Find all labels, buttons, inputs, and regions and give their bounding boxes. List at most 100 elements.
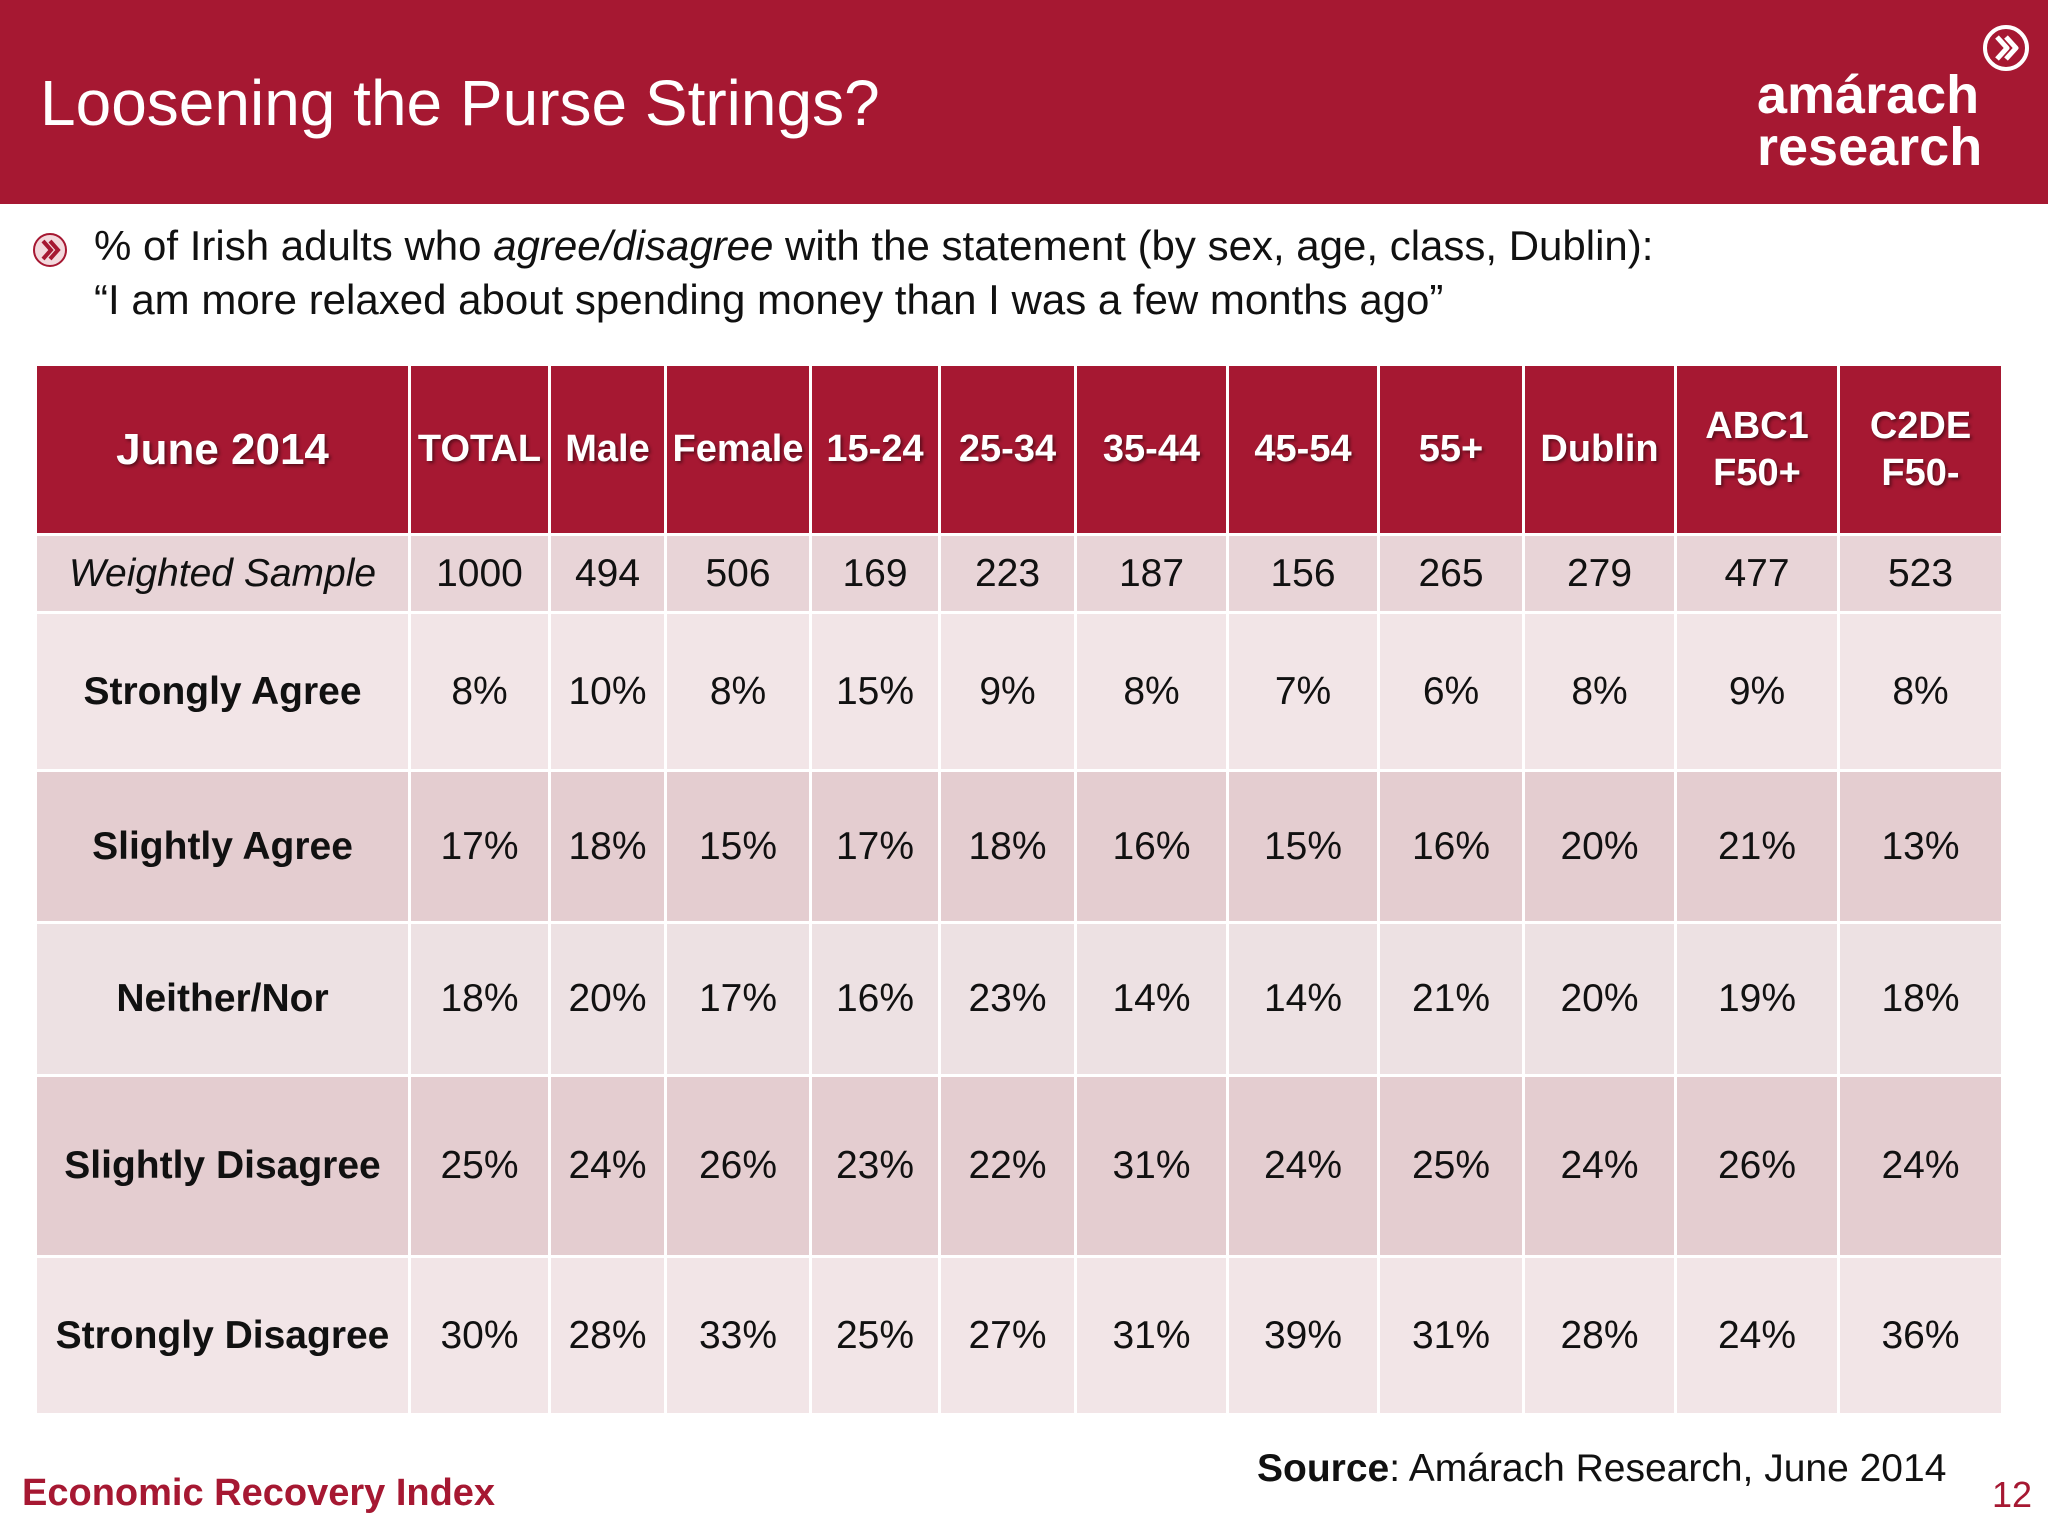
table-row-slightly-disagree: Slightly Disagree 25% 24% 26% 23% 22% 31… bbox=[34, 1074, 2004, 1258]
table-row-neither-nor: Neither/Nor 18% 20% 17% 16% 23% 14% 14% … bbox=[34, 921, 2004, 1077]
table-cell: 23% bbox=[938, 921, 1077, 1077]
logo-text-research: research bbox=[1757, 117, 1983, 177]
table-cell: 187 bbox=[1074, 533, 1229, 614]
table-cell: 28% bbox=[1522, 1255, 1677, 1416]
intro-statement: “I am more relaxed about spending money … bbox=[94, 276, 1444, 323]
table-cell: 16% bbox=[1377, 769, 1525, 924]
column-header: 45-54 bbox=[1226, 363, 1380, 536]
row-label: Slightly Agree bbox=[34, 769, 411, 924]
table-cell: 24% bbox=[1226, 1074, 1380, 1258]
table-cell: 26% bbox=[664, 1074, 812, 1258]
table-cell: 33% bbox=[664, 1255, 812, 1416]
column-header: Female bbox=[664, 363, 812, 536]
table-cell: 9% bbox=[1674, 611, 1840, 772]
table-cell: 36% bbox=[1837, 1255, 2004, 1416]
table-cell: 477 bbox=[1674, 533, 1840, 614]
column-header: Male bbox=[548, 363, 667, 536]
table-cell: 20% bbox=[1522, 921, 1677, 1077]
table-cell: 18% bbox=[548, 769, 667, 924]
table-cell: 506 bbox=[664, 533, 812, 614]
table-row-weighted-sample: Weighted Sample 1000 494 506 169 223 187… bbox=[34, 533, 2004, 614]
intro-emphasis: agree/disagree bbox=[493, 222, 774, 269]
column-header: 25-34 bbox=[938, 363, 1077, 536]
table-cell: 17% bbox=[408, 769, 551, 924]
column-header: 55+ bbox=[1377, 363, 1525, 536]
table-cell: 26% bbox=[1674, 1074, 1840, 1258]
slide-title: Loosening the Purse Strings? bbox=[40, 67, 880, 139]
table-cell: 14% bbox=[1226, 921, 1380, 1077]
table-cell: 25% bbox=[408, 1074, 551, 1258]
logo-text-amarach: amárach bbox=[1757, 65, 1980, 125]
intro-line-1: % of Irish adults who agree/disagree wit… bbox=[94, 222, 1654, 269]
table-cell: 19% bbox=[1674, 921, 1840, 1077]
table-cell: 6% bbox=[1377, 611, 1525, 772]
source-text: : Amárach Research, June 2014 bbox=[1389, 1447, 1947, 1490]
table-cell: 8% bbox=[1074, 611, 1229, 772]
table-cell: 16% bbox=[809, 921, 941, 1077]
source-label: Source bbox=[1257, 1447, 1390, 1490]
header-row: June 2014 TOTAL Male Female 15-24 25-34 … bbox=[34, 363, 2004, 536]
table-cell: 23% bbox=[809, 1074, 941, 1258]
table-cell: 18% bbox=[408, 921, 551, 1077]
table-cell: 16% bbox=[1074, 769, 1229, 924]
table-cell: 24% bbox=[1522, 1074, 1677, 1258]
table-cell: 8% bbox=[664, 611, 812, 772]
table-cell: 24% bbox=[548, 1074, 667, 1258]
table-cell: 24% bbox=[1837, 1074, 2004, 1258]
results-table: June 2014 TOTAL Male Female 15-24 25-34 … bbox=[34, 363, 2004, 1416]
table-cell: 265 bbox=[1377, 533, 1525, 614]
table-row-strongly-disagree: Strongly Disagree 30% 28% 33% 25% 27% 31… bbox=[34, 1255, 2004, 1416]
column-header: C2DE F50- bbox=[1837, 363, 2004, 536]
row-label: Weighted Sample bbox=[34, 533, 411, 614]
column-header: ABC1 F50+ bbox=[1674, 363, 1840, 536]
row-label: Neither/Nor bbox=[34, 921, 411, 1077]
table-cell: 1000 bbox=[408, 533, 551, 614]
table-cell: 24% bbox=[1674, 1255, 1840, 1416]
title-bar: Loosening the Purse Strings? amárach res… bbox=[0, 0, 2048, 204]
table-cell: 13% bbox=[1837, 769, 2004, 924]
table-cell: 15% bbox=[664, 769, 812, 924]
table-cell: 22% bbox=[938, 1074, 1077, 1258]
table-row-slightly-agree: Slightly Agree 17% 18% 15% 17% 18% 16% 1… bbox=[34, 769, 2004, 924]
table-cell: 9% bbox=[938, 611, 1077, 772]
table-cell: 523 bbox=[1837, 533, 2004, 614]
column-header: 15-24 bbox=[809, 363, 941, 536]
table-cell: 279 bbox=[1522, 533, 1677, 614]
table-cell: 17% bbox=[809, 769, 941, 924]
table-cell: 25% bbox=[809, 1255, 941, 1416]
row-label: Strongly Disagree bbox=[34, 1255, 411, 1416]
table-cell: 28% bbox=[548, 1255, 667, 1416]
table-cell: 39% bbox=[1226, 1255, 1380, 1416]
table-cell: 20% bbox=[1522, 769, 1677, 924]
table-cell: 14% bbox=[1074, 921, 1229, 1077]
table-cell: 31% bbox=[1074, 1255, 1229, 1416]
table-cell: 223 bbox=[938, 533, 1077, 614]
table-cell: 18% bbox=[938, 769, 1077, 924]
table-cell: 21% bbox=[1674, 769, 1840, 924]
table-cell: 18% bbox=[1837, 921, 2004, 1077]
column-header: Dublin bbox=[1522, 363, 1677, 536]
table-cell: 27% bbox=[938, 1255, 1077, 1416]
table-cell: 25% bbox=[1377, 1074, 1525, 1258]
table-cell: 15% bbox=[809, 611, 941, 772]
source-note: Source: Amárach Research, June 2014 bbox=[1257, 1447, 1946, 1491]
table-cell: 156 bbox=[1226, 533, 1380, 614]
table-cell: 10% bbox=[548, 611, 667, 772]
table-cell: 31% bbox=[1074, 1074, 1229, 1258]
table-cell: 494 bbox=[548, 533, 667, 614]
table-cell: 31% bbox=[1377, 1255, 1525, 1416]
table-cell: 30% bbox=[408, 1255, 551, 1416]
footer-title: Economic Recovery Index bbox=[22, 1472, 496, 1514]
amarach-logo: amárach research bbox=[1745, 22, 2035, 177]
row-label: Strongly Agree bbox=[34, 611, 411, 772]
table-cell: 20% bbox=[548, 921, 667, 1077]
row-label: Slightly Disagree bbox=[34, 1074, 411, 1258]
table-cell: 8% bbox=[1837, 611, 2004, 772]
column-header: TOTAL bbox=[408, 363, 551, 536]
table-row-strongly-agree: Strongly Agree 8% 10% 8% 15% 9% 8% 7% 6%… bbox=[34, 611, 2004, 772]
table-cell: 7% bbox=[1226, 611, 1380, 772]
period-header: June 2014 bbox=[34, 363, 411, 536]
page-number: 12 bbox=[1992, 1474, 2033, 1515]
chevron-circle-icon bbox=[1983, 25, 2029, 71]
column-header: 35-44 bbox=[1074, 363, 1229, 536]
